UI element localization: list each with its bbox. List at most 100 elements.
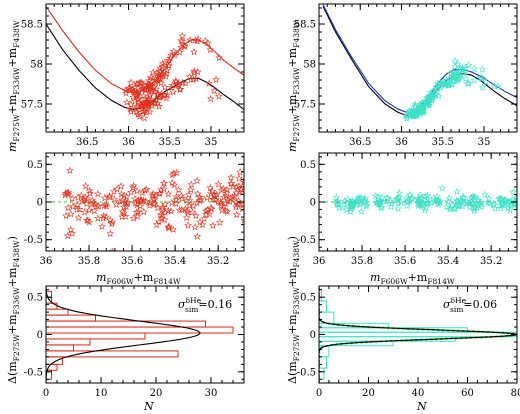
data-point [451,56,459,65]
data-point [408,194,416,202]
data-point [335,203,344,212]
data-point [160,90,169,98]
data-point [357,207,366,216]
series-line-blue [322,4,517,113]
data-point [161,72,170,80]
data-point [74,213,83,222]
data-point [206,94,215,103]
data-point [394,199,403,207]
data-point [220,193,228,201]
data-point [501,196,510,204]
data-point [131,97,140,105]
data-point [214,197,223,206]
data-point [214,92,223,100]
data-point [170,181,179,189]
data-point [434,91,443,100]
data-point [81,181,90,190]
data-point [196,195,205,203]
data-point [477,74,486,82]
data-point [190,68,198,77]
data-point [196,218,204,226]
data-point [506,206,514,214]
data-point [427,91,436,99]
data-point [423,191,432,200]
data-point [349,196,357,204]
data-point [177,205,186,214]
data-point [116,197,124,205]
y-tick-label: -0.5 [24,235,43,246]
x-tick-label: 35.8 [351,256,373,267]
data-point [198,220,207,229]
data-point [332,193,341,202]
data-point [491,204,499,212]
x-tick-label: 20 [150,388,163,399]
data-point [184,221,193,229]
data-point [414,102,423,110]
data-point [496,201,504,209]
histogram-bar [46,308,69,316]
x-tick-label: 30 [205,388,218,399]
data-point [193,189,202,198]
data-point [453,187,461,196]
data-point [438,184,447,192]
x-label-bottom-right: N [416,400,427,413]
data-point [66,225,75,234]
data-point [394,194,403,202]
data-point [189,202,198,210]
data-point [414,199,423,208]
panel-bot-left: 0 10 20 30-0.500.5 [24,285,245,399]
data-point [86,189,94,197]
plot-area-top-left [46,6,244,122]
panel-mid-left: 36 35.8 35.6 35.4 35.2 -0.5 0 0.5 [24,152,245,267]
data-point [190,67,199,75]
histogram-bar [319,300,327,313]
y-tick-label: 0.5 [300,160,316,171]
data-point [201,207,210,215]
y-tick-label: -0.5 [297,367,316,378]
data-point [187,75,195,83]
x-tick-label: 35.5 [432,137,454,148]
data-point [186,35,195,44]
data-point [494,82,502,90]
data-point [113,185,121,193]
x-tick-label: 35.2 [207,256,229,267]
data-point [102,202,111,210]
data-point [451,62,460,71]
data-point [425,101,434,109]
x-tick-label: 40 [412,388,425,399]
histogram-bar [46,302,58,310]
data-point [175,206,184,214]
y-label-top-left: mF275W+mF336W+mF438W [6,20,21,152]
data-point [117,182,125,190]
data-point [343,199,352,208]
data-point [139,196,148,204]
data-point [155,217,163,226]
data-point [78,197,87,205]
data-point [136,202,145,210]
data-point [185,201,194,209]
data-point [145,91,154,100]
data-point [445,193,454,202]
data-point [374,192,382,201]
plot-area-top-right [322,4,517,122]
data-point [464,79,473,87]
data-point [237,185,244,193]
series-line-black [322,6,517,116]
y-tick-label: 0.5 [27,293,43,304]
data-point [90,206,99,215]
data-point [462,198,471,206]
data-point [209,221,217,229]
data-point [436,79,444,88]
data-point [238,188,244,196]
data-point [208,187,217,195]
data-point [61,191,69,199]
data-point [210,195,219,204]
data-point [470,64,479,73]
data-point [193,232,202,240]
data-point [81,193,90,201]
data-point [428,91,436,99]
data-point [63,231,72,240]
data-point [181,79,190,87]
data-point [215,53,223,62]
data-point [454,197,463,205]
